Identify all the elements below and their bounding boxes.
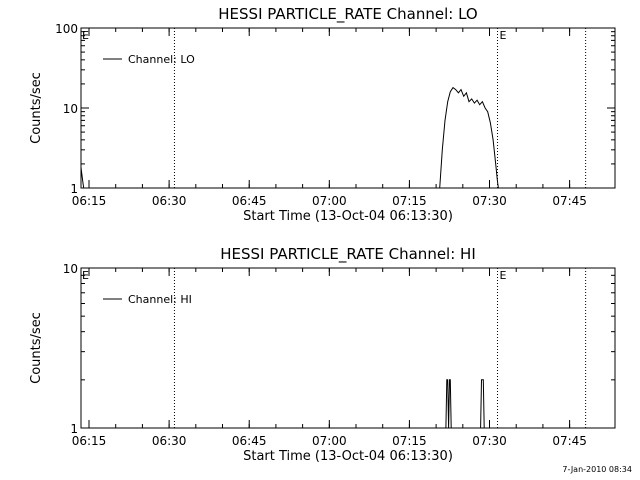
x-tick-label: 06:30 [152, 434, 187, 448]
plot-frame [80, 267, 616, 429]
x-tick-label: 07:15 [392, 434, 427, 448]
x-tick-label: 06:45 [232, 194, 267, 208]
x-tick-label: 07:00 [312, 194, 347, 208]
y-tick-label: 10 [63, 262, 78, 276]
x-tick-label: 06:30 [152, 194, 187, 208]
y-axis-label: Counts/sec [29, 312, 44, 384]
x-axis-label: Start Time (13-Oct-04 06:13:30) [243, 449, 453, 464]
footer-timestamp: 7-Jan-2010 08:34 [562, 465, 632, 474]
series-line-1 [80, 86, 499, 189]
time-marker-label: E [82, 29, 89, 42]
y-tick-label: 100 [55, 22, 78, 36]
legend-entry: Channel: LO [128, 53, 195, 66]
x-tick-label: 06:45 [232, 434, 267, 448]
x-tick-label: 07:45 [552, 434, 587, 448]
x-tick-label: 07:15 [392, 194, 427, 208]
series-line-1 [445, 379, 485, 429]
chart-panel-1: HESSI PARTICLE_RATE Channel: LO 06:15 06:3… [29, 5, 616, 224]
legend-entry: Channel: HI [128, 293, 192, 306]
chart-title: HESSI PARTICLE_RATE Channel: LO [218, 5, 477, 24]
time-marker-label: E [82, 269, 89, 282]
x-tick-label: 06:15 [72, 194, 107, 208]
y-tick-label: 1 [70, 422, 78, 436]
plot-frame [80, 27, 616, 189]
x-tick-label: 07:45 [552, 194, 587, 208]
x-tick-label: 07:30 [472, 194, 507, 208]
x-tick-label: 07:30 [472, 434, 507, 448]
chart-panel-2: HESSI PARTICLE_RATE Channel: HI 06:15 06:3… [29, 245, 616, 464]
x-tick-label: 07:00 [312, 434, 347, 448]
chart-title: HESSI PARTICLE_RATE Channel: HI [220, 245, 476, 264]
y-tick-label: 10 [63, 102, 78, 116]
y-tick-label: 1 [70, 182, 78, 196]
time-marker-label: E [500, 269, 507, 282]
y-axis-label: Counts/sec [29, 72, 44, 144]
time-marker-label: E [500, 29, 507, 42]
x-tick-label: 06:15 [72, 434, 107, 448]
x-axis-label: Start Time (13-Oct-04 06:13:30) [243, 209, 453, 224]
